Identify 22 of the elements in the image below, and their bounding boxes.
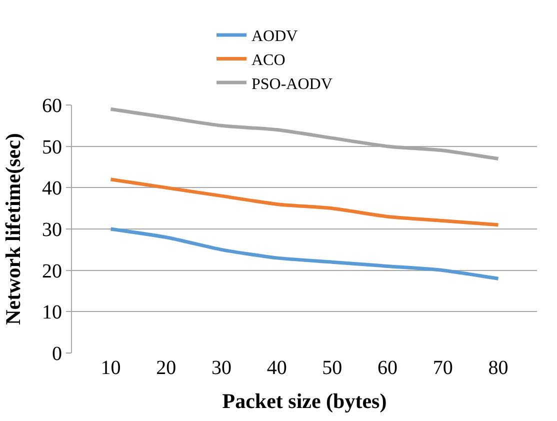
x-tick-label: 80 xyxy=(488,357,508,379)
y-tick-label: 30 xyxy=(42,219,62,241)
x-tick-label: 70 xyxy=(432,357,453,379)
x-tick-label: 10 xyxy=(100,357,121,379)
y-axis-title: Network lifetime(sec) xyxy=(1,133,26,325)
x-axis-title: Packet size (bytes) xyxy=(222,389,387,414)
y-tick-label: 20 xyxy=(42,260,62,282)
x-tick-label: 60 xyxy=(378,357,398,379)
y-tick-label: 40 xyxy=(42,178,62,200)
y-tick-label: 50 xyxy=(42,136,62,158)
x-tick-label: 20 xyxy=(156,357,176,379)
legend-label: PSO-AODV xyxy=(252,76,333,93)
y-tick-label: 60 xyxy=(42,95,62,117)
x-tick-label: 50 xyxy=(322,357,342,379)
legend-label: AODV xyxy=(252,28,298,46)
x-tick-label: 30 xyxy=(211,357,232,379)
y-tick-label: 0 xyxy=(52,343,62,365)
x-tick-label: 40 xyxy=(266,357,287,379)
line-series xyxy=(109,227,500,280)
legend-label: ACO xyxy=(252,52,286,69)
y-tick-label: 10 xyxy=(42,302,62,324)
line-series xyxy=(109,178,500,227)
